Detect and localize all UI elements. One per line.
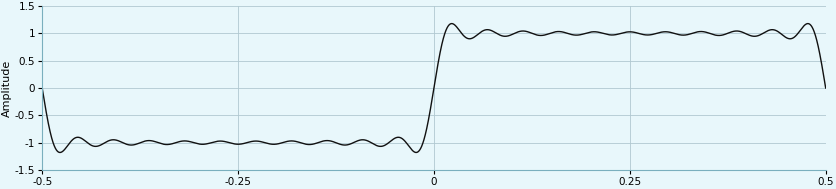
Y-axis label: Amplitude: Amplitude xyxy=(2,59,12,117)
